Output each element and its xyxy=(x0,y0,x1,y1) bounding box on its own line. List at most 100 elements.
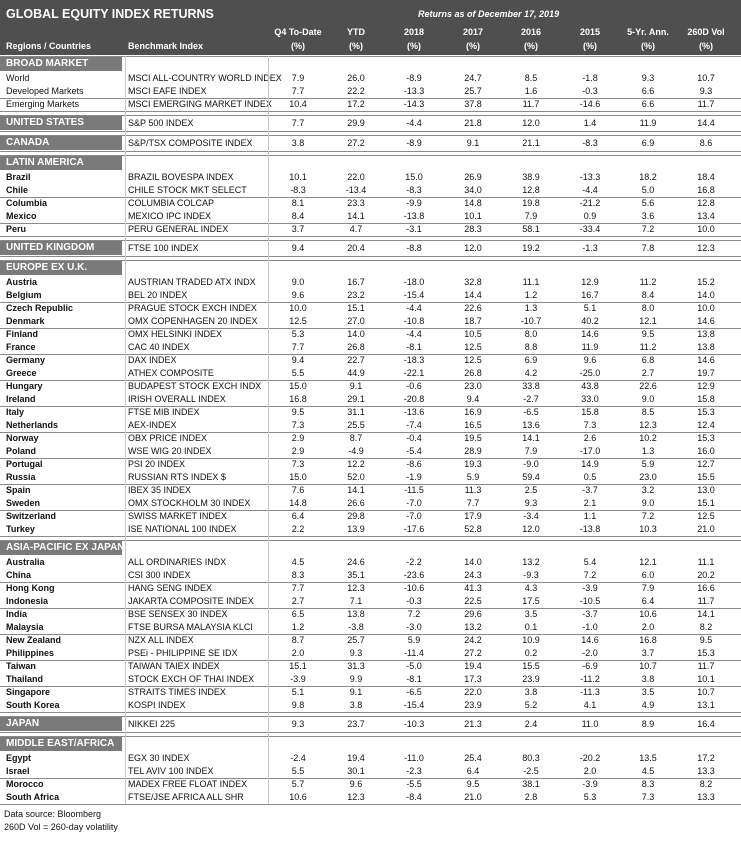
cell-value: 23.9 xyxy=(522,674,540,684)
row-name: Morocco xyxy=(6,779,44,789)
cell-value: -4.9 xyxy=(348,446,364,456)
cell-value: 19.5 xyxy=(464,433,482,443)
cell-value: 25.4 xyxy=(464,753,482,763)
cell-value: 29.8 xyxy=(347,511,365,521)
cell-value: 4.5 xyxy=(641,766,655,776)
column-unit: (%) xyxy=(291,41,305,51)
cell-value: -3.9 xyxy=(582,779,598,789)
cell-value: 8.3 xyxy=(641,779,655,789)
row-name: South Africa xyxy=(6,792,60,802)
cell-value: 14.8 xyxy=(464,198,482,208)
cell-value: -7.4 xyxy=(406,420,422,430)
cell-value: -1.0 xyxy=(582,622,598,632)
cell-value: 9.3 xyxy=(349,648,363,658)
cell-value: 23.3 xyxy=(347,198,365,208)
section-rule xyxy=(0,155,741,156)
cell-value: 3.8 xyxy=(524,687,538,697)
cell-value: -5.0 xyxy=(406,661,422,671)
group-rule xyxy=(0,510,741,511)
row-index: PSEi - PHILIPPINE SE IDX xyxy=(128,648,238,658)
group-rule xyxy=(0,406,741,407)
cell-value: 14.6 xyxy=(581,635,599,645)
cell-value: 2.7 xyxy=(641,368,655,378)
cell-value: 32.8 xyxy=(464,277,482,287)
cell-value: 23.0 xyxy=(464,381,482,391)
row-name: Italy xyxy=(6,407,25,417)
row-name: Czech Republic xyxy=(6,303,74,313)
cell-value: 14.1 xyxy=(347,485,365,495)
cell-value: 14.1 xyxy=(697,609,715,619)
cell-value: 8.9 xyxy=(641,719,655,729)
cell-value: -15.4 xyxy=(403,700,425,710)
cell-value: 44.9 xyxy=(347,368,365,378)
cell-value: 13.9 xyxy=(347,524,365,534)
row-index: BSE SENSEX 30 INDEX xyxy=(128,609,228,619)
column-rule xyxy=(268,56,269,804)
cell-value: -8.9 xyxy=(406,138,422,148)
row-name: Hungary xyxy=(6,381,43,391)
cell-value: 16.8 xyxy=(697,185,715,195)
cell-value: 4.5 xyxy=(291,557,305,567)
cell-value: 7.3 xyxy=(641,792,655,802)
row-index: COLUMBIA COLCAP xyxy=(128,198,215,208)
cell-value: 11.7 xyxy=(697,99,715,109)
column-unit: (%) xyxy=(349,41,363,51)
cell-value: 58.1 xyxy=(522,224,540,234)
cell-value: 26.0 xyxy=(347,73,365,83)
cell-value: 29.1 xyxy=(347,394,365,404)
cell-value: 2.2 xyxy=(291,524,305,534)
cell-value: -5.5 xyxy=(406,779,422,789)
cell-value: 3.2 xyxy=(641,485,655,495)
cell-value: 19.2 xyxy=(522,243,540,253)
cell-value: 7.7 xyxy=(291,583,305,593)
cell-value: 12.3 xyxy=(347,583,365,593)
row-name: Philippines xyxy=(6,648,55,658)
row-name: Egypt xyxy=(6,753,32,763)
cell-value: 10.5 xyxy=(464,329,482,339)
cell-value: 14.1 xyxy=(522,433,540,443)
cell-value: 18.2 xyxy=(639,172,657,182)
cell-value: -10.5 xyxy=(579,596,601,606)
cell-value: 14.1 xyxy=(347,211,365,221)
section-rule xyxy=(0,240,741,241)
row-name: Austria xyxy=(6,277,38,287)
header-band xyxy=(0,0,741,55)
row-name: Thailand xyxy=(6,674,44,684)
cell-value: 3.8 xyxy=(291,138,305,148)
section-rule xyxy=(0,131,741,132)
cell-value: 7.2 xyxy=(583,570,597,580)
cell-value: 0.1 xyxy=(524,622,538,632)
cell-value: 17.9 xyxy=(464,511,482,521)
cell-value: -2.3 xyxy=(406,766,422,776)
group-rule xyxy=(0,778,741,779)
row-index: MEXICO IPC INDEX xyxy=(128,211,212,221)
column-unit: (%) xyxy=(583,41,597,51)
cell-value: 26.6 xyxy=(347,498,365,508)
cell-value: 14.6 xyxy=(697,355,715,365)
cell-value: 19.4 xyxy=(464,661,482,671)
cell-value: 7.8 xyxy=(641,243,655,253)
row-name: Netherlands xyxy=(6,420,59,430)
cell-value: -1.3 xyxy=(582,243,598,253)
row-index: OBX PRICE INDEX xyxy=(128,433,208,443)
cell-value: 1.2 xyxy=(524,290,538,300)
cell-value: 5.0 xyxy=(641,185,655,195)
cell-value: 33.0 xyxy=(581,394,599,404)
cell-value: 2.7 xyxy=(291,596,305,606)
section-title: JAPAN xyxy=(6,718,40,729)
row-index: KOSPI INDEX xyxy=(128,700,186,710)
cell-value: 10.0 xyxy=(697,224,715,234)
cell-value: 19.3 xyxy=(464,459,482,469)
cell-value: 16.6 xyxy=(697,583,715,593)
row-index: TAIWAN TAIEX INDEX xyxy=(128,661,220,671)
cell-value: 1.3 xyxy=(641,446,655,456)
cell-value: 8.7 xyxy=(349,433,363,443)
row-index: RUSSIAN RTS INDEX $ xyxy=(128,472,226,482)
cell-value: -10.8 xyxy=(403,316,425,326)
cell-value: -8.6 xyxy=(406,459,422,469)
cell-value: -10.3 xyxy=(403,719,425,729)
row-name: Germany xyxy=(6,355,46,365)
row-index: OMX HELSINKI INDEX xyxy=(128,329,223,339)
group-rule xyxy=(0,634,741,635)
cell-value: 9.0 xyxy=(641,394,655,404)
